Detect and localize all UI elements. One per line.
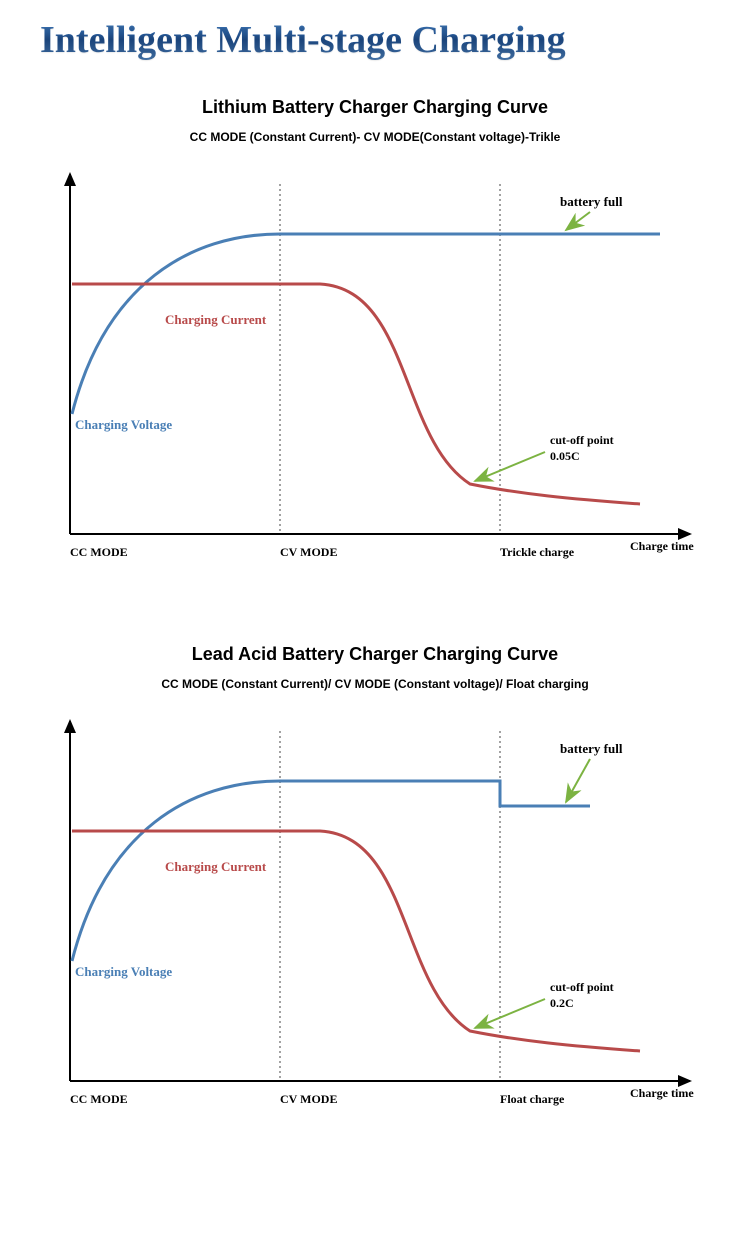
svg-text:CV MODE: CV MODE [280, 1092, 337, 1106]
svg-text:battery full: battery full [560, 741, 623, 756]
svg-text:Charging Voltage: Charging Voltage [75, 417, 172, 432]
lithium-chart-svg: Charging Voltage Charging Current battery … [30, 154, 720, 584]
svg-text:0.2C: 0.2C [550, 996, 574, 1010]
leadacid-chart-title: Lead Acid Battery Charger Charging Curve [30, 644, 720, 665]
svg-text:cut-off point: cut-off point [550, 433, 614, 447]
svg-text:CC MODE: CC MODE [70, 1092, 128, 1106]
svg-text:cut-off point: cut-off point [550, 980, 614, 994]
page-title: Intelligent Multi-stage Charging [0, 0, 750, 72]
svg-text:Charging Current: Charging Current [165, 859, 267, 874]
svg-text:0.05C: 0.05C [550, 449, 580, 463]
lithium-chart-title: Lithium Battery Charger Charging Curve [30, 97, 720, 118]
svg-text:Float charge: Float charge [500, 1092, 565, 1106]
svg-text:CC MODE: CC MODE [70, 545, 128, 559]
svg-text:CV MODE: CV MODE [280, 545, 337, 559]
svg-text:Charge time: Charge time [630, 1086, 694, 1100]
leadacid-chart-svg: Charging Voltage Charging Current battery … [30, 701, 720, 1131]
svg-text:Charging Current: Charging Current [165, 312, 267, 327]
svg-text:battery full: battery full [560, 194, 623, 209]
svg-text:Charge time: Charge time [630, 539, 694, 553]
svg-text:Trickle charge: Trickle charge [500, 545, 575, 559]
leadacid-chart-block: Lead Acid Battery Charger Charging Curve… [30, 644, 720, 1131]
svg-text:Charging Voltage: Charging Voltage [75, 964, 172, 979]
lithium-chart-subtitle: CC MODE (Constant Current)- CV MODE(Cons… [30, 130, 720, 144]
leadacid-chart-subtitle: CC MODE (Constant Current)/ CV MODE (Con… [30, 677, 720, 691]
lithium-chart-block: Lithium Battery Charger Charging Curve C… [30, 97, 720, 584]
